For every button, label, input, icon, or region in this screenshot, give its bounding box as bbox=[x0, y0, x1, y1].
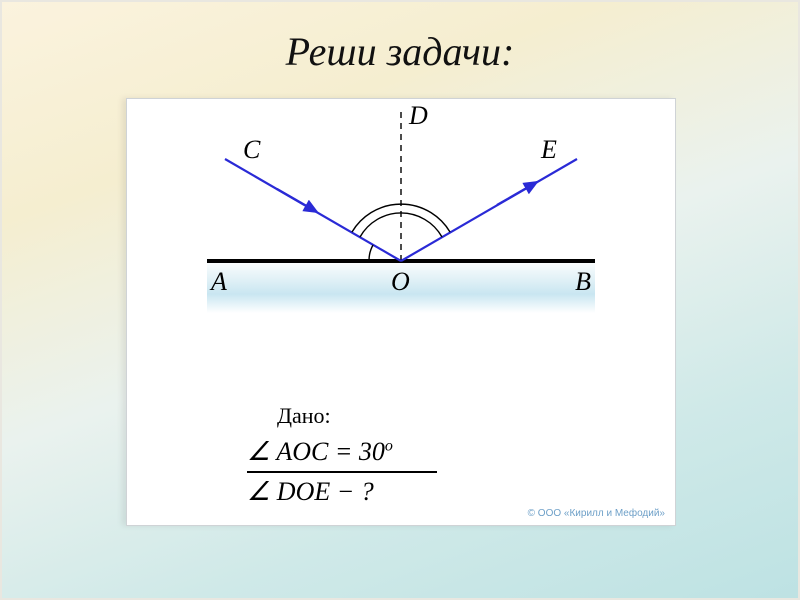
incident-arrow bbox=[277, 189, 317, 212]
slide: Реши задачи: bbox=[0, 0, 800, 600]
reflected-arrow bbox=[497, 182, 537, 205]
label-O: O bbox=[391, 267, 410, 297]
find-expression: ∠ DOE − ? bbox=[247, 477, 374, 507]
slide-title: Реши задачи: bbox=[0, 28, 800, 75]
expr-aoc: ∠ AOC = 30 bbox=[247, 437, 385, 466]
label-A: A bbox=[211, 267, 227, 297]
degree-symbol: o bbox=[385, 437, 393, 454]
diagram-area: A B C D E O Дано: ∠ AOC = 30o ∠ DOE − ? bbox=[207, 99, 595, 525]
fraction-line bbox=[247, 471, 437, 473]
credit-text: © ООО «Кирилл и Мефодий» bbox=[528, 508, 665, 519]
label-E: E bbox=[541, 135, 557, 165]
label-C: C bbox=[243, 135, 260, 165]
given-expression: ∠ AOC = 30o bbox=[247, 437, 393, 467]
label-B: B bbox=[575, 267, 591, 297]
figure-panel: A B C D E O Дано: ∠ AOC = 30o ∠ DOE − ? … bbox=[126, 98, 676, 526]
given-label: Дано: bbox=[277, 403, 331, 429]
arc-aoc bbox=[369, 245, 373, 261]
label-D: D bbox=[409, 101, 428, 131]
